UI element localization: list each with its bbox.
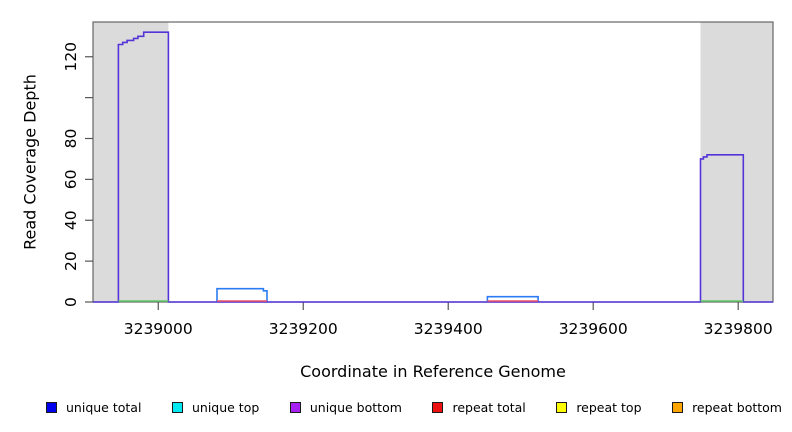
legend-label: unique bottom [309,399,402,415]
legend-item-unique-top: unique top [171,399,260,415]
series-unique-total-low-bumps [216,287,268,302]
y-tick-label: 60 [62,170,80,190]
y-axis-title: Read Coverage Depth [20,74,40,250]
legend-label: unique total [66,399,142,415]
x-tick-label: 3239200 [269,320,338,338]
y-tick-label: 120 [62,42,80,72]
x-tick-label: 3239800 [704,320,773,338]
legend-item-repeat-top: repeat top [556,399,642,415]
y-tick-label: 0 [62,297,80,307]
legend-item-repeat-bottom: repeat bottom [672,400,782,415]
legend-label: repeat total [452,399,526,415]
coverage-plot: 3239000 3239200 3239400 3239600 3239800 0 20 40… [62,21,774,338]
x-tick-label: 3239400 [414,320,483,338]
legend: unique total unique top unique bottom re… [46,397,782,417]
highlight-band [700,22,773,302]
x-tick-label: 3239600 [559,320,628,338]
legend-swatch-repeat-total [432,401,444,413]
plot-frame [92,21,774,303]
x-tick-label: 3239000 [124,320,193,338]
legend-label: unique top [191,399,260,415]
y-tick-label: 20 [62,251,80,271]
y-tick-label: 80 [62,129,80,149]
legend-swatch-unique-top [171,401,183,413]
legend-label: repeat top [576,399,642,415]
highlight-band [93,22,169,302]
x-axis-title: Coordinate in Reference Genome [300,362,566,381]
series-unique-bottom-coverage-curve [93,31,773,303]
legend-item-repeat-total: repeat total [432,399,526,415]
legend-swatch-unique-bottom [289,401,301,413]
legend-swatch-repeat-top [556,401,568,413]
legend-item-unique-bottom: unique bottom [289,399,402,415]
series-unique-total-low-bumps [486,295,539,302]
legend-item-unique-total: unique total [46,400,141,415]
legend-swatch-repeat-bottom [672,401,684,413]
legend-label: repeat bottom [692,399,782,415]
y-tick-label: 40 [62,210,80,230]
legend-swatch-unique-total [46,401,57,413]
